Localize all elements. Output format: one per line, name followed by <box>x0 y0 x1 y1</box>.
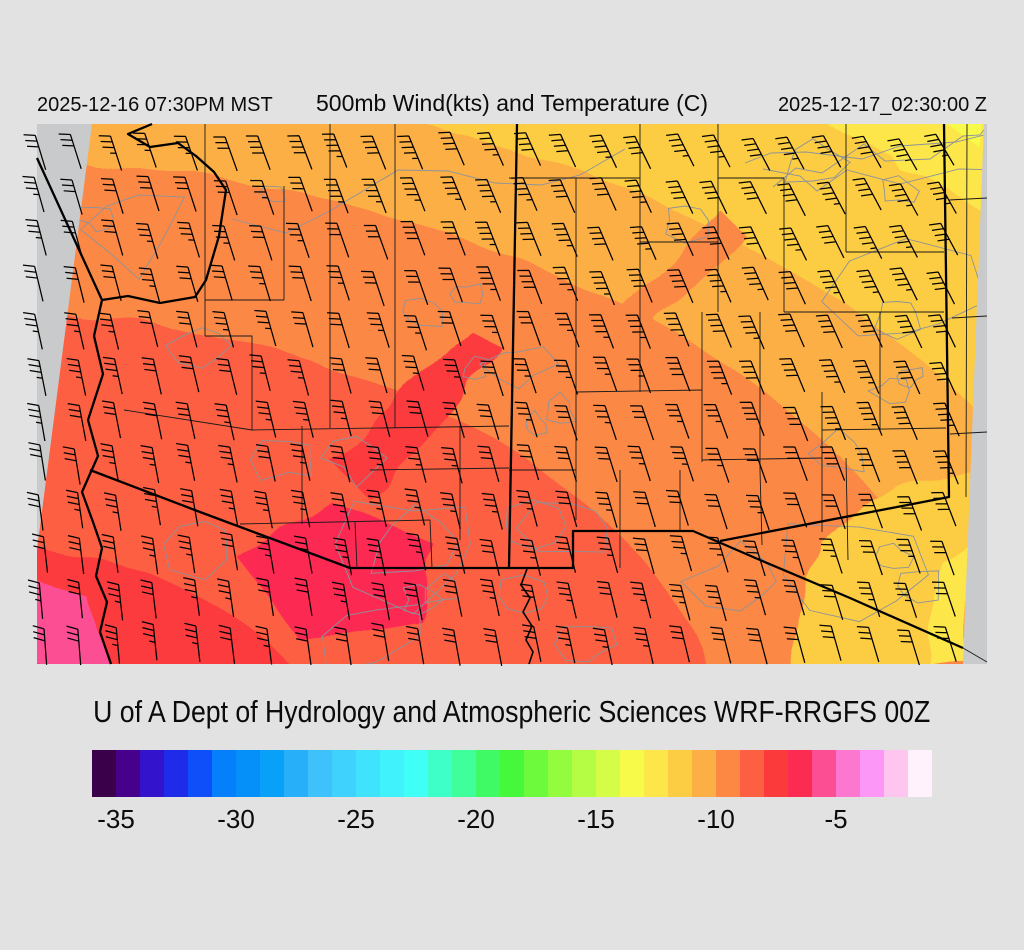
caption-text: U of A Dept of Hydrology and Atmospheric… <box>93 694 931 729</box>
state-borders <box>35 122 964 665</box>
colorbar-tick: -30 <box>217 804 255 834</box>
colorbar-segment <box>380 750 404 797</box>
colorbar-segment <box>164 750 188 797</box>
colorbar-segment <box>836 750 860 797</box>
colorbar-tick: -5 <box>824 804 848 834</box>
colorbar-segment <box>548 750 572 797</box>
colorbar-tick: -15 <box>577 804 615 834</box>
colorbar-segment <box>884 750 908 797</box>
colorbar-segment <box>236 750 260 797</box>
colorbar-segment <box>212 750 236 797</box>
colorbar-segment <box>428 750 452 797</box>
colorbar-segment <box>740 750 764 797</box>
colorbar-tick: -35 <box>97 804 135 834</box>
colorbar-segment <box>620 750 644 797</box>
colorbar-segment <box>500 750 524 797</box>
colorbar-segment <box>716 750 740 797</box>
colorbar-tick: -10 <box>697 804 735 834</box>
colorbar-segment <box>332 750 356 797</box>
temperature-colorbar <box>92 750 932 797</box>
plot-title: 500mb Wind(kts) and Temperature (C) <box>316 90 708 116</box>
colorbar-segment <box>356 750 380 797</box>
wind-barbs <box>22 131 960 667</box>
colorbar-segment <box>788 750 812 797</box>
colorbar-segment <box>140 750 164 797</box>
colorbar-segment <box>764 750 788 797</box>
colorbar-segment <box>644 750 668 797</box>
caption: U of A Dept of Hydrology and Atmospheric… <box>0 694 1024 730</box>
colorbar-segment <box>524 750 548 797</box>
colorbar-segment <box>668 750 692 797</box>
colorbar-segment <box>692 750 716 797</box>
colorbar-segment <box>476 750 500 797</box>
colorbar-segment <box>596 750 620 797</box>
colorbar-segment <box>284 750 308 797</box>
colorbar-segment <box>260 750 284 797</box>
colorbar-tick: -25 <box>337 804 375 834</box>
colorbar-segment <box>92 750 116 797</box>
colorbar-segment <box>812 750 836 797</box>
valid-time-label: 2025-12-17_02:30:00 Z <box>777 94 987 116</box>
colorbar-segment <box>860 750 884 797</box>
colorbar-segment <box>188 750 212 797</box>
colorbar-segment <box>908 750 932 797</box>
colorbar-tick: -20 <box>457 804 495 834</box>
colorbar-tick-labels: -35 -30 -25 -20 -15 -10 -5 <box>0 804 1024 836</box>
colorbar-segment <box>452 750 476 797</box>
colorbar-segment <box>308 750 332 797</box>
rivers <box>520 568 534 665</box>
init-time-label: 2025-12-16 07:30PM MST <box>37 94 273 116</box>
colorbar-segment <box>404 750 428 797</box>
colorbar-segment <box>116 750 140 797</box>
county-borders <box>123 123 988 663</box>
colorbar-segment <box>572 750 596 797</box>
